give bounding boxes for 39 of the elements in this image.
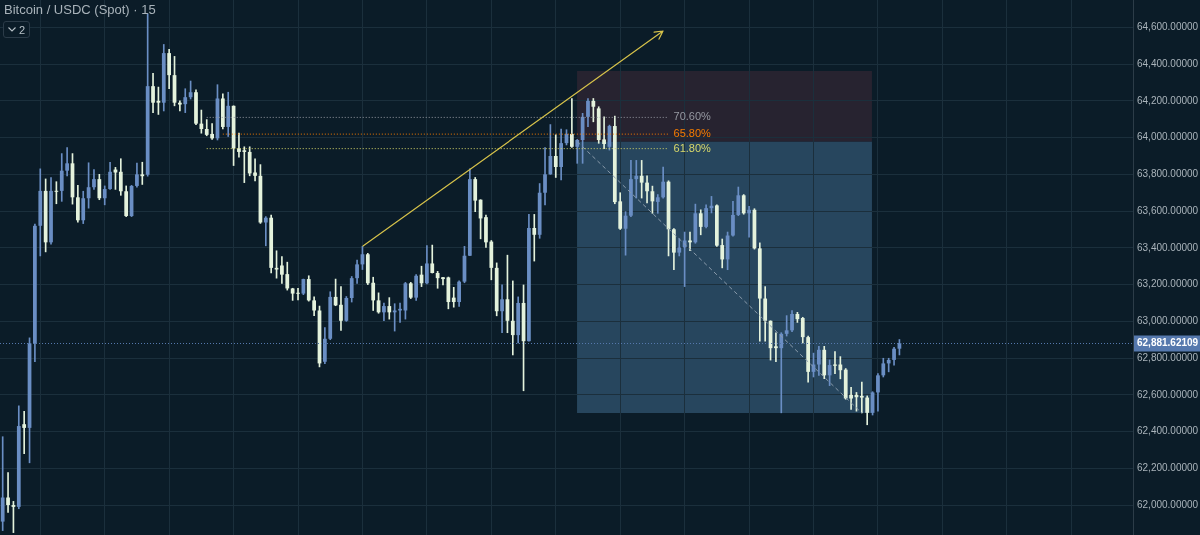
candlestick xyxy=(655,194,660,214)
series-label: 65.80% xyxy=(673,127,712,140)
y-tick-label: 64,400.00000 xyxy=(1137,57,1199,69)
candlestick xyxy=(253,158,257,182)
candlestick xyxy=(774,332,778,363)
candlestick xyxy=(392,303,397,332)
y-tick-label: 63,800.00000 xyxy=(1137,168,1199,180)
candlestick xyxy=(510,280,515,356)
y-tick-label: 63,000.00000 xyxy=(1137,315,1199,327)
candlestick xyxy=(747,205,751,238)
y-tick-label: 64,000.00000 xyxy=(1137,131,1199,143)
candlestick xyxy=(639,160,644,199)
y-tick-label: 62,200.00000 xyxy=(1137,462,1199,474)
annotation: 2 xyxy=(19,23,26,36)
y-tick-label: 64,600.00000 xyxy=(1137,21,1199,33)
y-tick-label: 62,000.00000 xyxy=(1137,498,1199,510)
ref-line-label: 62,881.62109 xyxy=(1137,337,1199,349)
candlestick xyxy=(0,436,5,531)
candlestick xyxy=(779,332,784,414)
y-tick-label: 62,400.00000 xyxy=(1137,425,1199,437)
y-tick-label: 63,400.00000 xyxy=(1137,241,1199,253)
candlestick xyxy=(688,231,692,252)
series-label: 70.60% xyxy=(673,110,712,123)
candlestick xyxy=(451,287,456,308)
candlestick xyxy=(500,284,504,334)
candlestick xyxy=(6,472,10,513)
candlestick xyxy=(886,357,891,373)
chart-title: Bitcoin / USDC (Spot) · 15 xyxy=(4,2,156,18)
y-tick-label: 63,200.00000 xyxy=(1137,278,1199,290)
candlestick xyxy=(634,160,639,199)
y-tick-label: 63,600.00000 xyxy=(1137,204,1199,216)
candlestick xyxy=(532,214,537,262)
y-tick-label: 62,600.00000 xyxy=(1137,388,1199,400)
candlestick xyxy=(140,161,145,185)
candlestick xyxy=(22,411,27,454)
y-tick-label: 62,800.00000 xyxy=(1137,351,1199,363)
candlestick xyxy=(859,381,864,414)
series-label: 61.80% xyxy=(673,141,712,154)
y-tick-label: 64,200.00000 xyxy=(1137,94,1199,106)
